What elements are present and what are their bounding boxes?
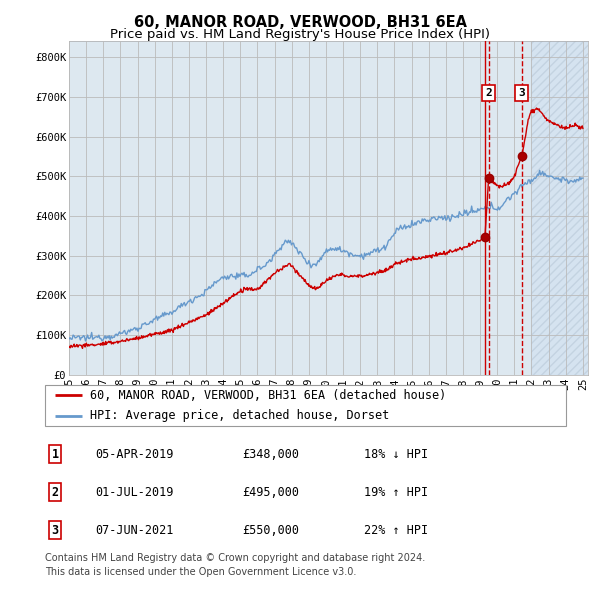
Text: 60, MANOR ROAD, VERWOOD, BH31 6EA: 60, MANOR ROAD, VERWOOD, BH31 6EA bbox=[133, 15, 467, 30]
Text: £495,000: £495,000 bbox=[242, 486, 299, 499]
Bar bbox=[532, 41, 590, 375]
Bar bbox=[532, 41, 590, 375]
Text: 07-JUN-2021: 07-JUN-2021 bbox=[95, 524, 173, 537]
Text: £550,000: £550,000 bbox=[242, 524, 299, 537]
Text: 18% ↓ HPI: 18% ↓ HPI bbox=[364, 448, 428, 461]
Text: Price paid vs. HM Land Registry's House Price Index (HPI): Price paid vs. HM Land Registry's House … bbox=[110, 28, 490, 41]
Text: 3: 3 bbox=[52, 524, 59, 537]
Text: HPI: Average price, detached house, Dorset: HPI: Average price, detached house, Dors… bbox=[89, 409, 389, 422]
Text: 01-JUL-2019: 01-JUL-2019 bbox=[95, 486, 173, 499]
Text: £348,000: £348,000 bbox=[242, 448, 299, 461]
Text: 22% ↑ HPI: 22% ↑ HPI bbox=[364, 524, 428, 537]
Text: 1: 1 bbox=[52, 448, 59, 461]
FancyBboxPatch shape bbox=[44, 385, 566, 426]
Text: Contains HM Land Registry data © Crown copyright and database right 2024.
This d: Contains HM Land Registry data © Crown c… bbox=[45, 553, 425, 576]
Text: 19% ↑ HPI: 19% ↑ HPI bbox=[364, 486, 428, 499]
Text: 60, MANOR ROAD, VERWOOD, BH31 6EA (detached house): 60, MANOR ROAD, VERWOOD, BH31 6EA (detac… bbox=[89, 389, 446, 402]
Text: 3: 3 bbox=[518, 88, 525, 98]
Text: 2: 2 bbox=[485, 88, 492, 98]
Text: 05-APR-2019: 05-APR-2019 bbox=[95, 448, 173, 461]
Text: 2: 2 bbox=[52, 486, 59, 499]
